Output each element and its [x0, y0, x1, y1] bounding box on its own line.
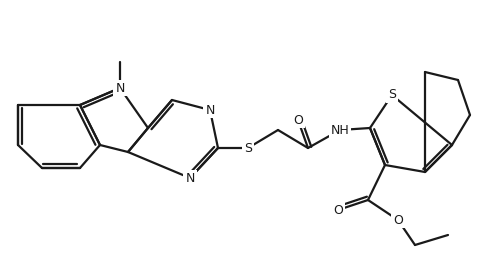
Text: N: N — [185, 172, 195, 185]
Text: NH: NH — [331, 124, 350, 136]
Text: S: S — [244, 142, 252, 154]
Text: S: S — [388, 88, 396, 101]
Text: N: N — [205, 103, 215, 116]
Text: O: O — [333, 204, 343, 216]
Text: N: N — [116, 82, 124, 95]
Text: O: O — [393, 214, 403, 227]
Text: O: O — [293, 114, 303, 126]
